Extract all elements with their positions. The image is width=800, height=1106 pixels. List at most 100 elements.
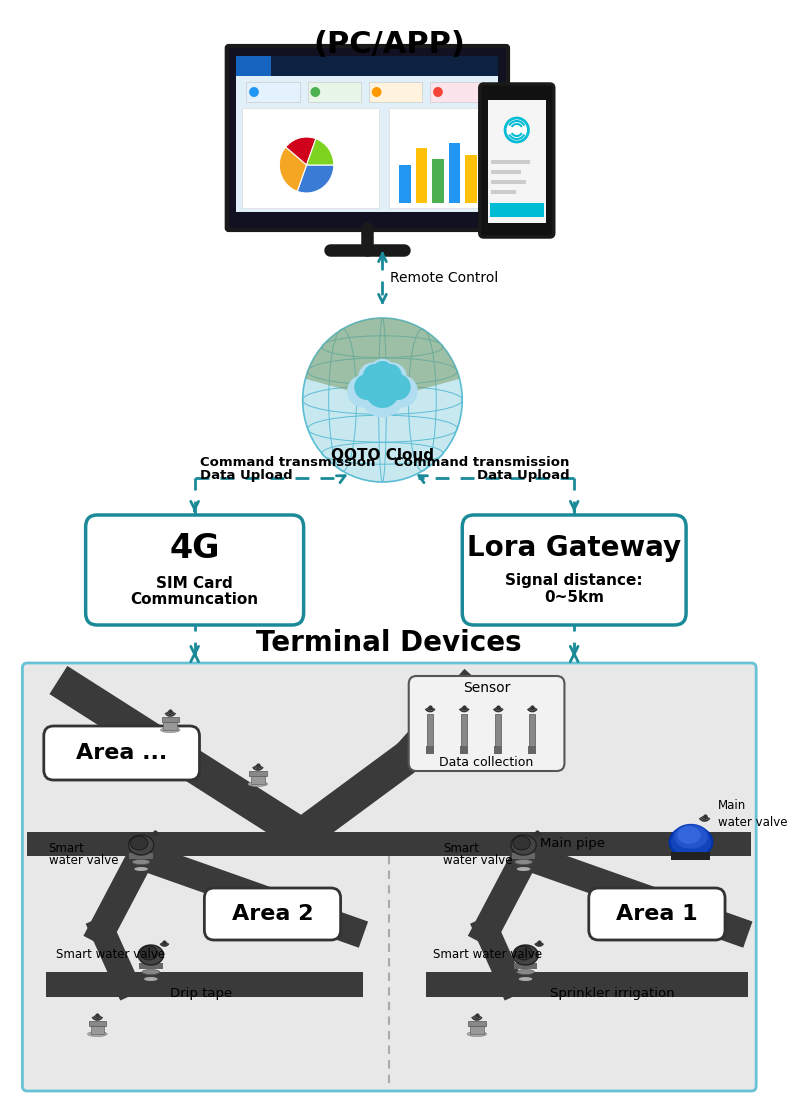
Ellipse shape (354, 374, 379, 400)
Bar (139, 963, 162, 969)
Ellipse shape (140, 946, 158, 960)
Ellipse shape (363, 364, 386, 388)
FancyBboxPatch shape (86, 515, 304, 625)
Text: (PC/APP): (PC/APP) (314, 30, 466, 59)
Text: Command transmission: Command transmission (394, 456, 570, 469)
Text: Area 1: Area 1 (616, 904, 698, 924)
Bar (237, 56, 270, 76)
Ellipse shape (248, 782, 268, 786)
Bar (482, 163, 494, 204)
Bar (494, 747, 502, 754)
Bar (491, 190, 516, 194)
Bar (27, 832, 751, 856)
Text: water valve: water valve (49, 854, 118, 866)
Bar (251, 774, 265, 784)
Ellipse shape (678, 826, 701, 844)
Bar (163, 720, 177, 730)
Text: Smart water valve: Smart water valve (433, 949, 542, 961)
Text: water valve: water valve (443, 854, 512, 866)
Text: Area 2: Area 2 (232, 904, 314, 924)
Ellipse shape (515, 859, 532, 865)
Ellipse shape (505, 118, 529, 142)
Bar (512, 853, 535, 859)
FancyBboxPatch shape (204, 888, 341, 940)
Bar (249, 771, 266, 776)
Wedge shape (286, 137, 316, 165)
Ellipse shape (510, 91, 523, 97)
FancyBboxPatch shape (22, 662, 756, 1091)
Ellipse shape (358, 363, 387, 393)
Ellipse shape (378, 364, 402, 388)
Ellipse shape (130, 836, 148, 851)
Text: 0~5km: 0~5km (544, 591, 604, 605)
Bar (671, 852, 710, 860)
Text: 4G: 4G (170, 532, 220, 564)
Bar (390, 108, 506, 208)
Bar (490, 204, 544, 217)
Bar (491, 170, 521, 174)
Ellipse shape (511, 835, 536, 855)
Ellipse shape (310, 87, 320, 97)
Bar (246, 82, 300, 102)
Bar (89, 1021, 106, 1026)
Bar (514, 963, 537, 969)
Text: Data collection: Data collection (439, 755, 534, 769)
Text: Smart: Smart (443, 842, 478, 855)
Text: Sprinkler irrigation: Sprinkler irrigation (550, 988, 674, 1001)
Ellipse shape (369, 358, 396, 386)
Ellipse shape (365, 372, 400, 408)
Text: Signal distance:: Signal distance: (506, 573, 643, 587)
Wedge shape (279, 147, 306, 191)
Text: Terminal Devices: Terminal Devices (257, 629, 522, 657)
Wedge shape (306, 319, 459, 400)
Ellipse shape (134, 867, 148, 872)
Ellipse shape (87, 1032, 107, 1036)
Ellipse shape (515, 946, 532, 960)
Bar (491, 180, 526, 184)
Bar (449, 143, 460, 204)
Bar (491, 160, 530, 164)
Bar (415, 148, 427, 204)
FancyBboxPatch shape (226, 46, 508, 230)
Bar (530, 714, 535, 752)
FancyBboxPatch shape (589, 888, 725, 940)
Bar (307, 82, 361, 102)
Text: Communcation: Communcation (130, 593, 258, 607)
Bar (495, 714, 501, 752)
Text: Remote Control: Remote Control (390, 271, 498, 285)
Bar (468, 1021, 486, 1026)
Bar (487, 100, 546, 223)
Ellipse shape (144, 977, 158, 981)
Ellipse shape (129, 835, 154, 855)
Text: Sensor: Sensor (463, 681, 510, 695)
Ellipse shape (517, 867, 530, 872)
Bar (130, 853, 153, 859)
Bar (369, 82, 422, 102)
Ellipse shape (513, 945, 538, 966)
Text: Command transmission: Command transmission (199, 456, 375, 469)
Ellipse shape (347, 375, 379, 407)
Ellipse shape (513, 836, 530, 851)
Bar (465, 155, 477, 204)
Ellipse shape (372, 87, 382, 97)
Bar (162, 717, 179, 722)
Wedge shape (298, 165, 334, 194)
Text: Smart: Smart (49, 842, 85, 855)
Ellipse shape (386, 374, 410, 400)
Ellipse shape (517, 970, 534, 974)
FancyBboxPatch shape (409, 676, 565, 771)
Bar (427, 714, 433, 752)
Bar (242, 108, 378, 208)
Bar (430, 82, 484, 102)
Text: Area ...: Area ... (76, 743, 167, 763)
Ellipse shape (302, 319, 462, 482)
Wedge shape (306, 138, 334, 165)
Bar (237, 56, 498, 76)
Bar (470, 1024, 484, 1034)
Text: Drip tape: Drip tape (170, 988, 233, 1001)
Ellipse shape (372, 361, 393, 383)
Ellipse shape (378, 363, 406, 393)
Bar (460, 747, 468, 754)
Ellipse shape (161, 728, 180, 732)
FancyBboxPatch shape (44, 726, 199, 780)
